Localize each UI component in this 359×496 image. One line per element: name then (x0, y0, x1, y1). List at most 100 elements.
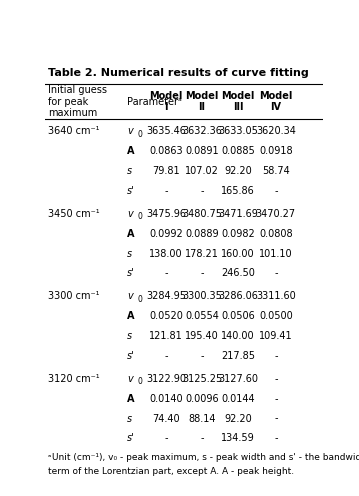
Text: s: s (127, 414, 132, 424)
Text: 0.0863: 0.0863 (149, 146, 183, 156)
Text: 79.81: 79.81 (152, 166, 180, 176)
Text: A: A (127, 146, 135, 156)
Text: Model: Model (222, 91, 255, 101)
Text: 3127.60: 3127.60 (218, 374, 258, 384)
Text: 3120 cm⁻¹: 3120 cm⁻¹ (48, 374, 99, 384)
Text: 0: 0 (137, 295, 143, 304)
Text: 217.85: 217.85 (221, 351, 255, 361)
Text: 109.41: 109.41 (259, 331, 293, 341)
Text: 92.20: 92.20 (224, 414, 252, 424)
Text: -: - (164, 268, 168, 278)
Text: 0.0500: 0.0500 (259, 311, 293, 321)
Text: -: - (164, 351, 168, 361)
Text: v: v (127, 291, 133, 301)
Text: for peak: for peak (48, 97, 88, 107)
Text: 0.0889: 0.0889 (185, 229, 219, 239)
Text: 160.00: 160.00 (222, 248, 255, 258)
Text: s: s (127, 248, 132, 258)
Text: s': s' (127, 268, 135, 278)
Text: Model: Model (185, 91, 219, 101)
Text: 3300 cm⁻¹: 3300 cm⁻¹ (48, 291, 99, 301)
Text: maximum: maximum (48, 108, 97, 118)
Text: 138.00: 138.00 (149, 248, 183, 258)
Text: v: v (127, 374, 133, 384)
Text: II: II (199, 102, 206, 112)
Text: -: - (200, 351, 204, 361)
Text: 3640 cm⁻¹: 3640 cm⁻¹ (48, 126, 99, 136)
Text: -: - (274, 186, 278, 196)
Text: -: - (200, 268, 204, 278)
Text: 3620.34: 3620.34 (256, 126, 296, 136)
Text: 3284.95: 3284.95 (146, 291, 186, 301)
Text: Model: Model (149, 91, 183, 101)
Text: 3480.75: 3480.75 (182, 209, 222, 219)
Text: s: s (127, 166, 132, 176)
Text: 0.0808: 0.0808 (259, 229, 293, 239)
Text: 3125.25: 3125.25 (182, 374, 222, 384)
Text: 0.0992: 0.0992 (149, 229, 183, 239)
Text: -: - (274, 374, 278, 384)
Text: 0: 0 (137, 130, 143, 139)
Text: -: - (274, 268, 278, 278)
Text: 3450 cm⁻¹: 3450 cm⁻¹ (48, 209, 99, 219)
Text: s: s (127, 331, 132, 341)
Text: 3475.96: 3475.96 (146, 209, 186, 219)
Text: Model: Model (259, 91, 293, 101)
Text: -: - (274, 394, 278, 404)
Text: -: - (164, 186, 168, 196)
Text: -: - (164, 434, 168, 443)
Text: -: - (274, 434, 278, 443)
Text: 3635.46: 3635.46 (146, 126, 186, 136)
Text: 134.59: 134.59 (222, 434, 255, 443)
Text: 0.0885: 0.0885 (222, 146, 255, 156)
Text: -: - (200, 186, 204, 196)
Text: 3286.06: 3286.06 (218, 291, 258, 301)
Text: 3300.35: 3300.35 (182, 291, 222, 301)
Text: 107.02: 107.02 (185, 166, 219, 176)
Text: A: A (127, 229, 135, 239)
Text: 3311.60: 3311.60 (256, 291, 296, 301)
Text: 101.10: 101.10 (259, 248, 293, 258)
Text: Parameterᵃ: Parameterᵃ (127, 97, 182, 107)
Text: s': s' (127, 186, 135, 196)
Text: ᵃ: ᵃ (48, 453, 51, 462)
Text: 0.0891: 0.0891 (185, 146, 219, 156)
Text: 178.21: 178.21 (185, 248, 219, 258)
Text: A: A (127, 394, 135, 404)
Text: IV: IV (270, 102, 281, 112)
Text: v: v (127, 209, 133, 219)
Text: Table 2. Numerical results of curve fitting: Table 2. Numerical results of curve fitt… (48, 68, 308, 78)
Text: 0.0520: 0.0520 (149, 311, 183, 321)
Text: 3471.69: 3471.69 (218, 209, 258, 219)
Text: 195.40: 195.40 (185, 331, 219, 341)
Text: 121.81: 121.81 (149, 331, 183, 341)
Text: III: III (233, 102, 243, 112)
Text: 3632.36: 3632.36 (182, 126, 222, 136)
Text: 3470.27: 3470.27 (256, 209, 296, 219)
Text: s': s' (127, 434, 135, 443)
Text: I: I (164, 102, 168, 112)
Text: A: A (127, 311, 135, 321)
Text: 0: 0 (137, 212, 143, 221)
Text: 0.0918: 0.0918 (259, 146, 293, 156)
Text: Initial guess: Initial guess (48, 85, 107, 95)
Text: 58.74: 58.74 (262, 166, 290, 176)
Text: 0: 0 (137, 377, 143, 386)
Text: v: v (127, 126, 133, 136)
Text: -: - (274, 351, 278, 361)
Text: 246.50: 246.50 (221, 268, 255, 278)
Text: 0.0554: 0.0554 (185, 311, 219, 321)
Text: 0.0140: 0.0140 (149, 394, 183, 404)
Text: 0.0096: 0.0096 (185, 394, 219, 404)
Text: 165.86: 165.86 (222, 186, 255, 196)
Text: 140.00: 140.00 (222, 331, 255, 341)
Text: 3122.90: 3122.90 (146, 374, 186, 384)
Text: Unit (cm⁻¹), v₀ - peak maximum, s - peak width and s' - the bandwidth: Unit (cm⁻¹), v₀ - peak maximum, s - peak… (52, 453, 359, 462)
Text: 74.40: 74.40 (152, 414, 180, 424)
Text: 0.0144: 0.0144 (222, 394, 255, 404)
Text: 3633.05: 3633.05 (218, 126, 258, 136)
Text: 88.14: 88.14 (188, 414, 216, 424)
Text: 0.0982: 0.0982 (222, 229, 255, 239)
Text: 92.20: 92.20 (224, 166, 252, 176)
Text: 0.0506: 0.0506 (222, 311, 255, 321)
